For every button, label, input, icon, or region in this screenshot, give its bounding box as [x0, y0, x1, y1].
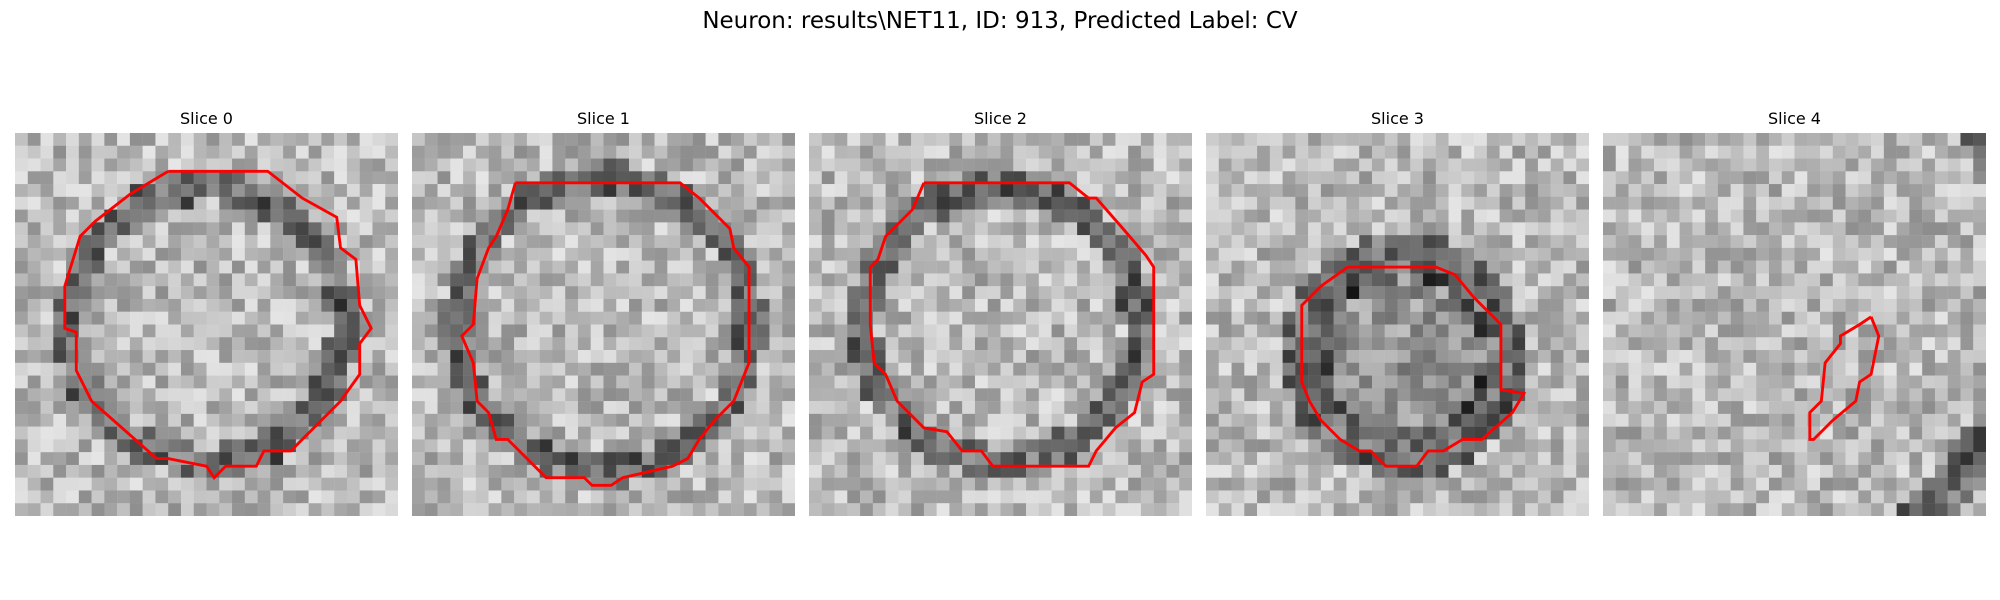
- slice-panel-0: Slice 0: [15, 108, 398, 516]
- slice-image-4: [1603, 133, 1986, 516]
- slice-image-0: [15, 133, 398, 516]
- slice-image-1: [412, 133, 795, 516]
- slice-title-4: Slice 4: [1768, 109, 1821, 128]
- slice-title-2: Slice 2: [974, 109, 1027, 128]
- segmentation-contour-4: [1808, 315, 1881, 441]
- slice-panel-1: Slice 1: [412, 108, 795, 516]
- figure-title: Neuron: results\NET11, ID: 913, Predicte…: [702, 8, 1298, 34]
- segmentation-contour-2: [868, 181, 1156, 468]
- slice-title-3: Slice 3: [1371, 109, 1424, 128]
- slice-panel-4: Slice 4: [1603, 108, 1986, 516]
- slice-image-2: [809, 133, 1192, 516]
- segmentation-contour-3: [1300, 265, 1527, 468]
- slice-panel-3: Slice 3: [1206, 108, 1589, 516]
- segmentation-contour-0: [63, 169, 373, 480]
- slice-title-1: Slice 1: [577, 109, 630, 128]
- segmentation-contour-1: [460, 181, 751, 487]
- slice-panel-2: Slice 2: [809, 108, 1192, 516]
- slice-title-0: Slice 0: [180, 109, 233, 128]
- slice-image-3: [1206, 133, 1589, 516]
